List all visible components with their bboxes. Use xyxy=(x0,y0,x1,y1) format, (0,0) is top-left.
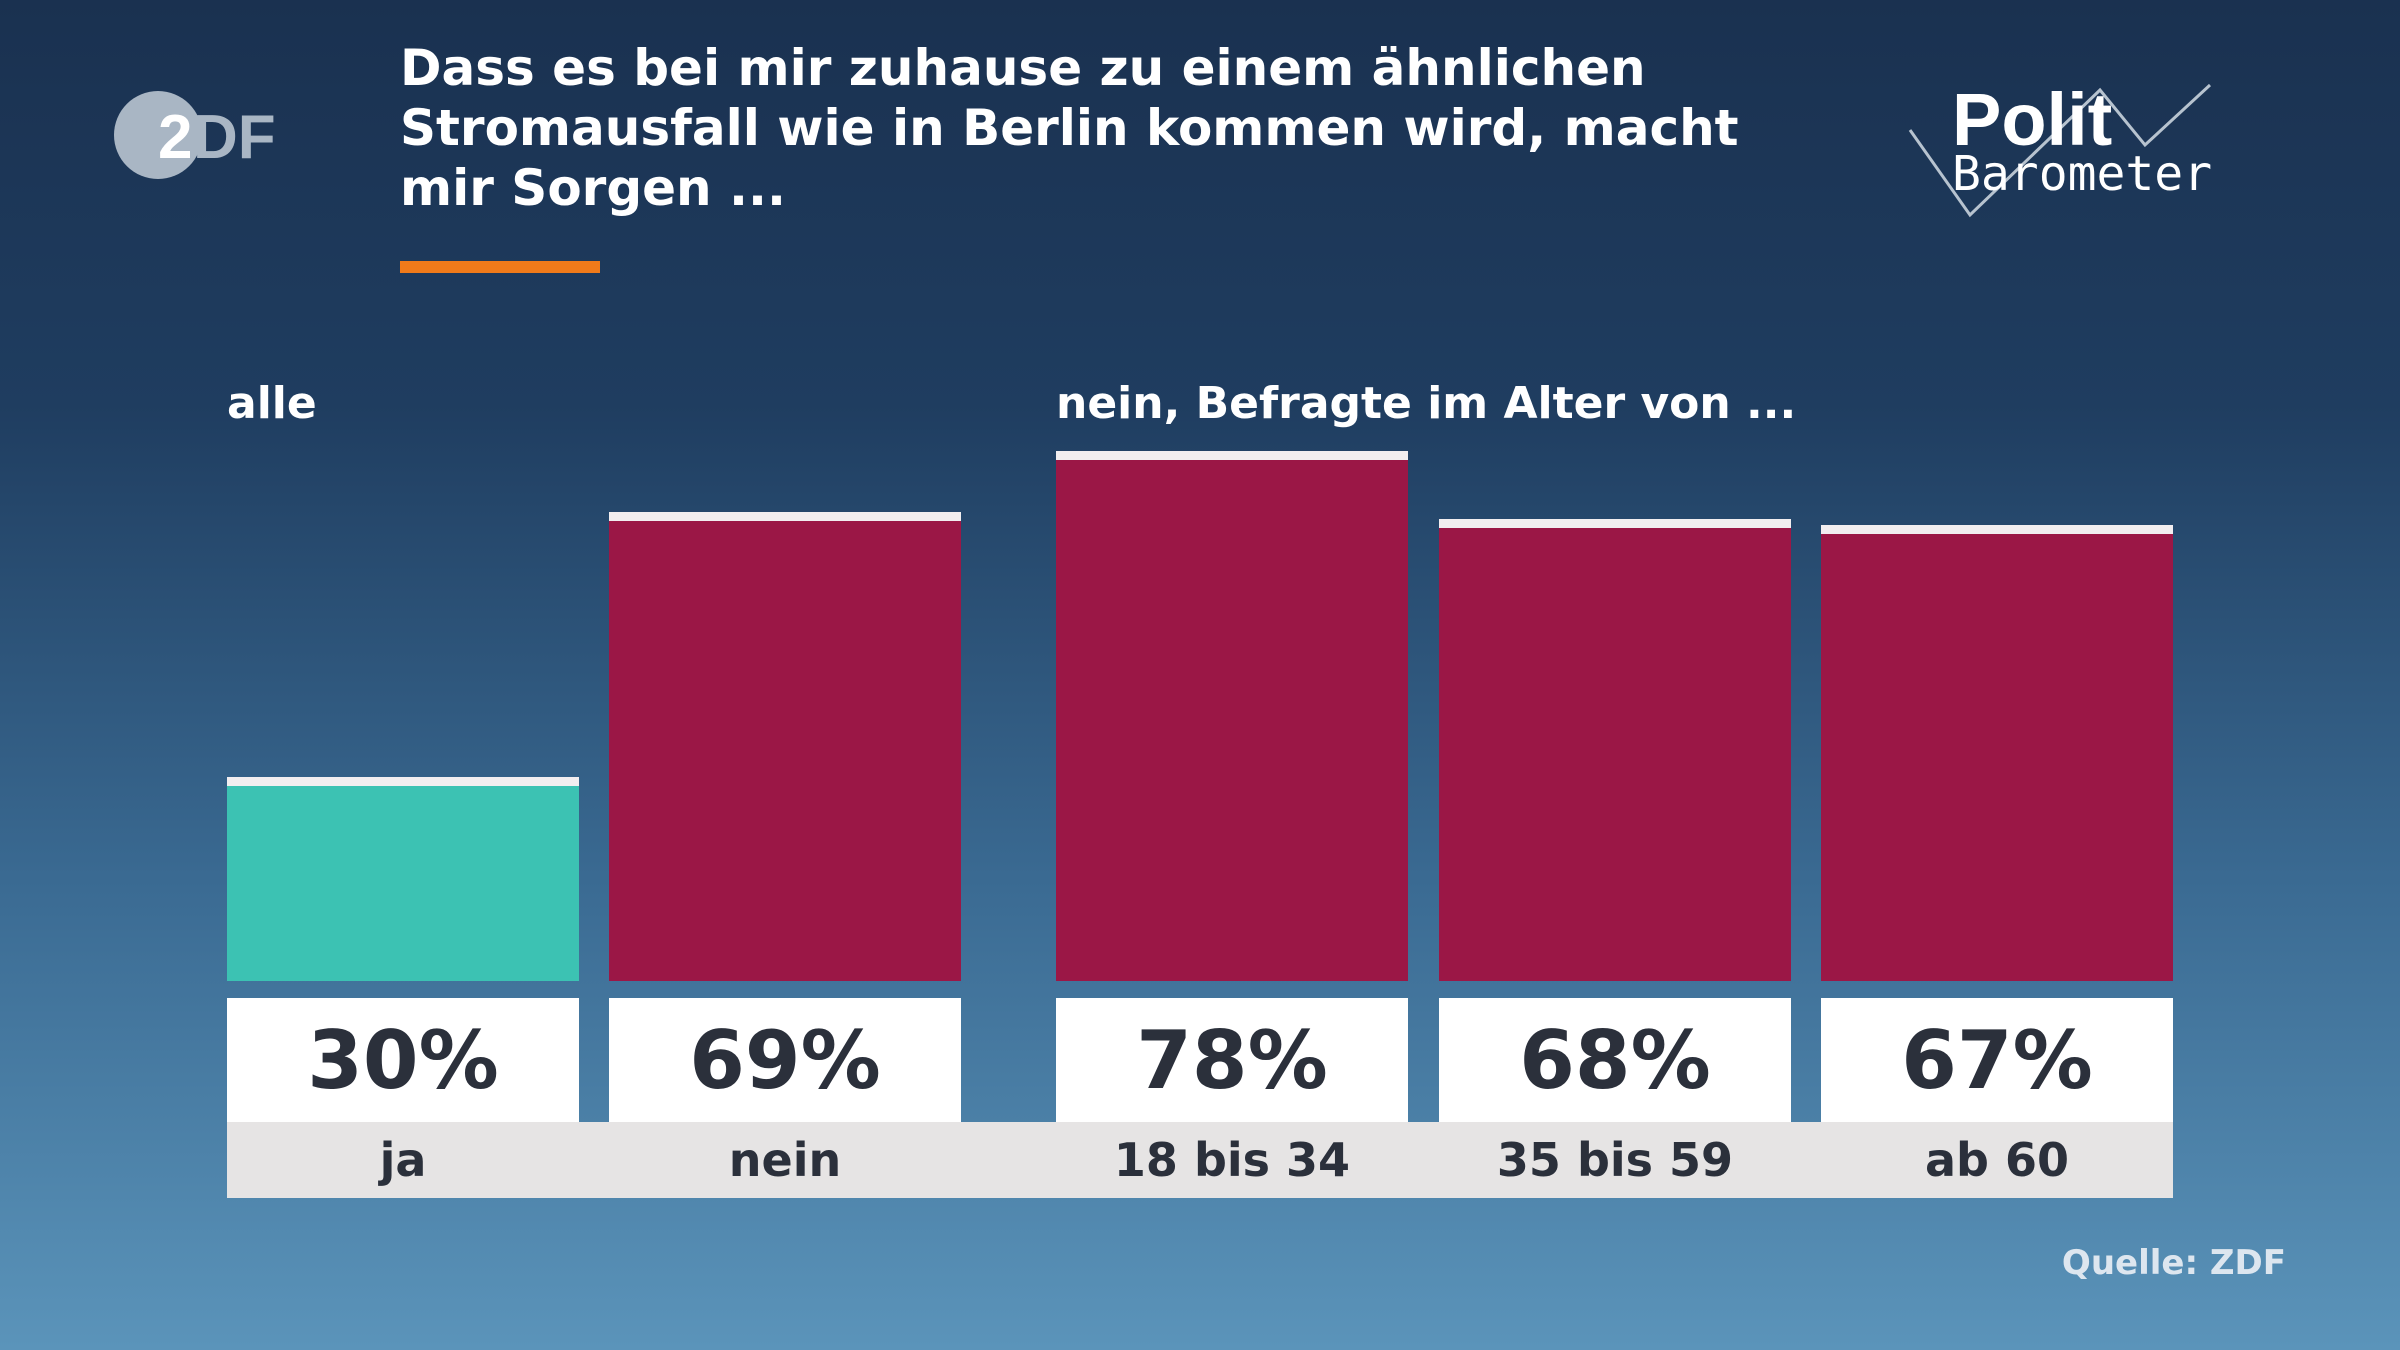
svg-text:2: 2 xyxy=(158,103,192,172)
value-label: 68% xyxy=(1439,998,1791,1122)
value-label: 67% xyxy=(1821,998,2173,1122)
value-label: 30% xyxy=(227,998,579,1122)
bar-18-bis-34 xyxy=(1056,450,1408,981)
category-strip xyxy=(227,1122,2173,1198)
group-label-alle: alle xyxy=(227,378,317,429)
category-label: nein xyxy=(728,1133,842,1187)
zdf-logo: 2 DF xyxy=(114,91,276,179)
svg-text:DF: DF xyxy=(193,103,276,172)
bar-ab-60 xyxy=(1821,525,2173,981)
svg-text:Barometer: Barometer xyxy=(1952,146,2212,202)
category-label: 35 bis 59 xyxy=(1496,1133,1734,1187)
category-label: ja xyxy=(379,1133,427,1187)
bar-35-bis-59 xyxy=(1439,518,1791,981)
svg-text:Polit: Polit xyxy=(1952,78,2112,161)
bar-nein xyxy=(609,511,961,981)
value-label: 69% xyxy=(609,998,961,1122)
source-label: Quelle: ZDF xyxy=(2061,1243,2286,1283)
bar-ja xyxy=(227,777,579,981)
politbarometer-logo: Polit Barometer xyxy=(1908,78,2212,218)
category-label: 18 bis 34 xyxy=(1113,1133,1351,1187)
category-label: ab 60 xyxy=(1925,1133,2069,1187)
group-label-age: nein, Befragte im Alter von ... xyxy=(1056,378,1797,429)
title-underline xyxy=(400,261,600,273)
value-label: 78% xyxy=(1056,998,1408,1122)
chart-title: Dass es bei mir zuhause zu einem ähnlich… xyxy=(400,39,1739,217)
